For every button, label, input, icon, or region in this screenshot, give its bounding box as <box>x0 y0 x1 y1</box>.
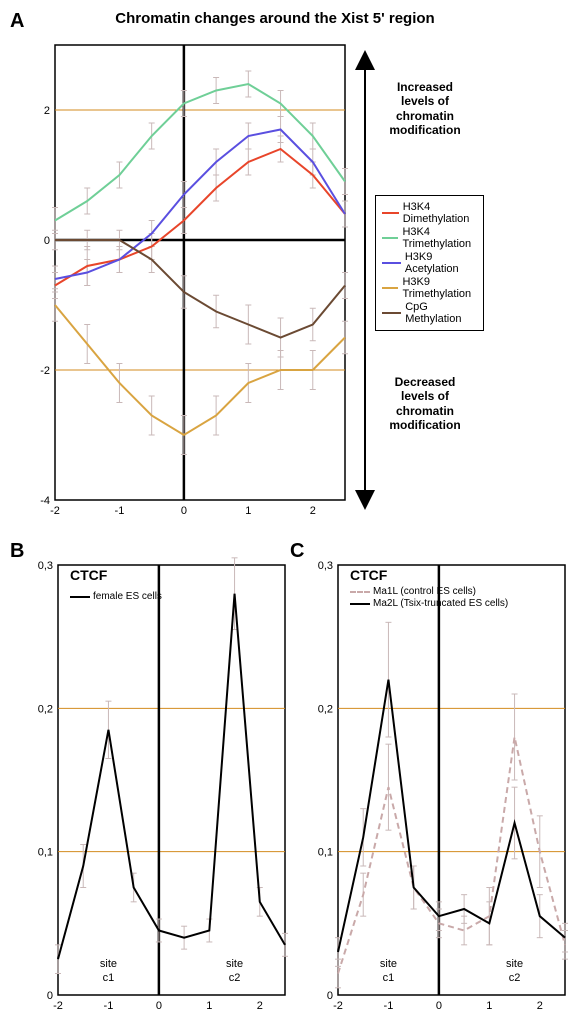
legend-item: Ma1L (control ES cells) <box>350 586 508 597</box>
panel-b-svg: 0 0,1 0,2 0,3 -2 -1 0 1 2 site c1 site c2 <box>20 555 290 1015</box>
svg-text:site: site <box>380 958 397 970</box>
svg-text:2: 2 <box>257 1000 263 1012</box>
svg-text:0: 0 <box>156 1000 162 1012</box>
svg-text:site: site <box>506 958 523 970</box>
legend-item: H3K4 Dimethylation <box>382 201 477 225</box>
svg-text:2: 2 <box>44 105 50 117</box>
svg-text:1: 1 <box>206 1000 212 1012</box>
svg-text:1: 1 <box>245 505 251 517</box>
panel-a: -4-202-2-1012 Increased levels of chroma… <box>20 30 350 520</box>
svg-text:-2: -2 <box>53 1000 63 1012</box>
panel-b-legend: female ES cells <box>70 590 162 603</box>
panel-a-legend: H3K4 DimethylationH3K4 TrimethylationH3K… <box>375 195 484 331</box>
panel-b: 0 0,1 0,2 0,3 -2 -1 0 1 2 site c1 site c2 CTCF femal… <box>20 555 290 1015</box>
svg-text:0,1: 0,1 <box>318 847 333 859</box>
svg-text:-1: -1 <box>115 505 125 517</box>
svg-text:site: site <box>100 958 117 970</box>
panel-c-legend: Ma1L (control ES cells)Ma2L (Tsix-trunca… <box>350 585 508 610</box>
svg-text:c1: c1 <box>383 972 395 984</box>
svg-text:1: 1 <box>486 1000 492 1012</box>
svg-text:0: 0 <box>181 505 187 517</box>
svg-text:-2: -2 <box>40 365 50 377</box>
legend-item: H3K4 Trimethylation <box>382 226 477 250</box>
legend-item: female ES cells <box>70 591 162 602</box>
legend-item: H3K9 Acetylation <box>382 251 477 275</box>
svg-text:0,2: 0,2 <box>318 703 333 715</box>
figure-root: Chromatin changes around the Xist 5' reg… <box>10 10 573 1025</box>
svg-text:0,2: 0,2 <box>38 703 53 715</box>
svg-text:2: 2 <box>537 1000 543 1012</box>
panel-a-top-label: Increased levels of chromatin modificati… <box>380 80 470 138</box>
svg-text:site: site <box>226 958 243 970</box>
panel-c-svg: 0 0,1 0,2 0,3 -2 -1 0 1 2 site c1 site c2 <box>300 555 570 1015</box>
svg-text:0,3: 0,3 <box>38 560 53 572</box>
panel-c-title: CTCF <box>350 567 387 583</box>
svg-text:-2: -2 <box>333 1000 343 1012</box>
svg-text:0,1: 0,1 <box>38 847 53 859</box>
svg-text:c2: c2 <box>509 972 521 984</box>
legend-item: Ma2L (Tsix-truncated ES cells) <box>350 598 508 609</box>
svg-text:-1: -1 <box>104 1000 114 1012</box>
svg-text:0,3: 0,3 <box>318 560 333 572</box>
panel-a-svg: -4-202-2-1012 <box>20 30 350 520</box>
legend-item: H3K9 Trimethylation <box>382 276 477 300</box>
svg-text:0: 0 <box>47 990 53 1002</box>
svg-text:c2: c2 <box>229 972 241 984</box>
svg-text:2: 2 <box>310 505 316 517</box>
panel-c: 0 0,1 0,2 0,3 -2 -1 0 1 2 site c1 site c2 CTCF Ma1L … <box>300 555 570 1015</box>
svg-text:-1: -1 <box>384 1000 394 1012</box>
panel-b-title: CTCF <box>70 567 107 583</box>
svg-text:0: 0 <box>327 990 333 1002</box>
legend-item: CpG Methylation <box>382 301 477 325</box>
svg-text:-4: -4 <box>40 495 50 507</box>
panel-a-bottom-label: Decreased levels of chromatin modificati… <box>380 375 470 433</box>
svg-text:0: 0 <box>44 235 50 247</box>
figure-title: Chromatin changes around the Xist 5' reg… <box>60 10 490 27</box>
svg-text:c1: c1 <box>103 972 115 984</box>
svg-text:0: 0 <box>436 1000 442 1012</box>
svg-text:-2: -2 <box>50 505 60 517</box>
